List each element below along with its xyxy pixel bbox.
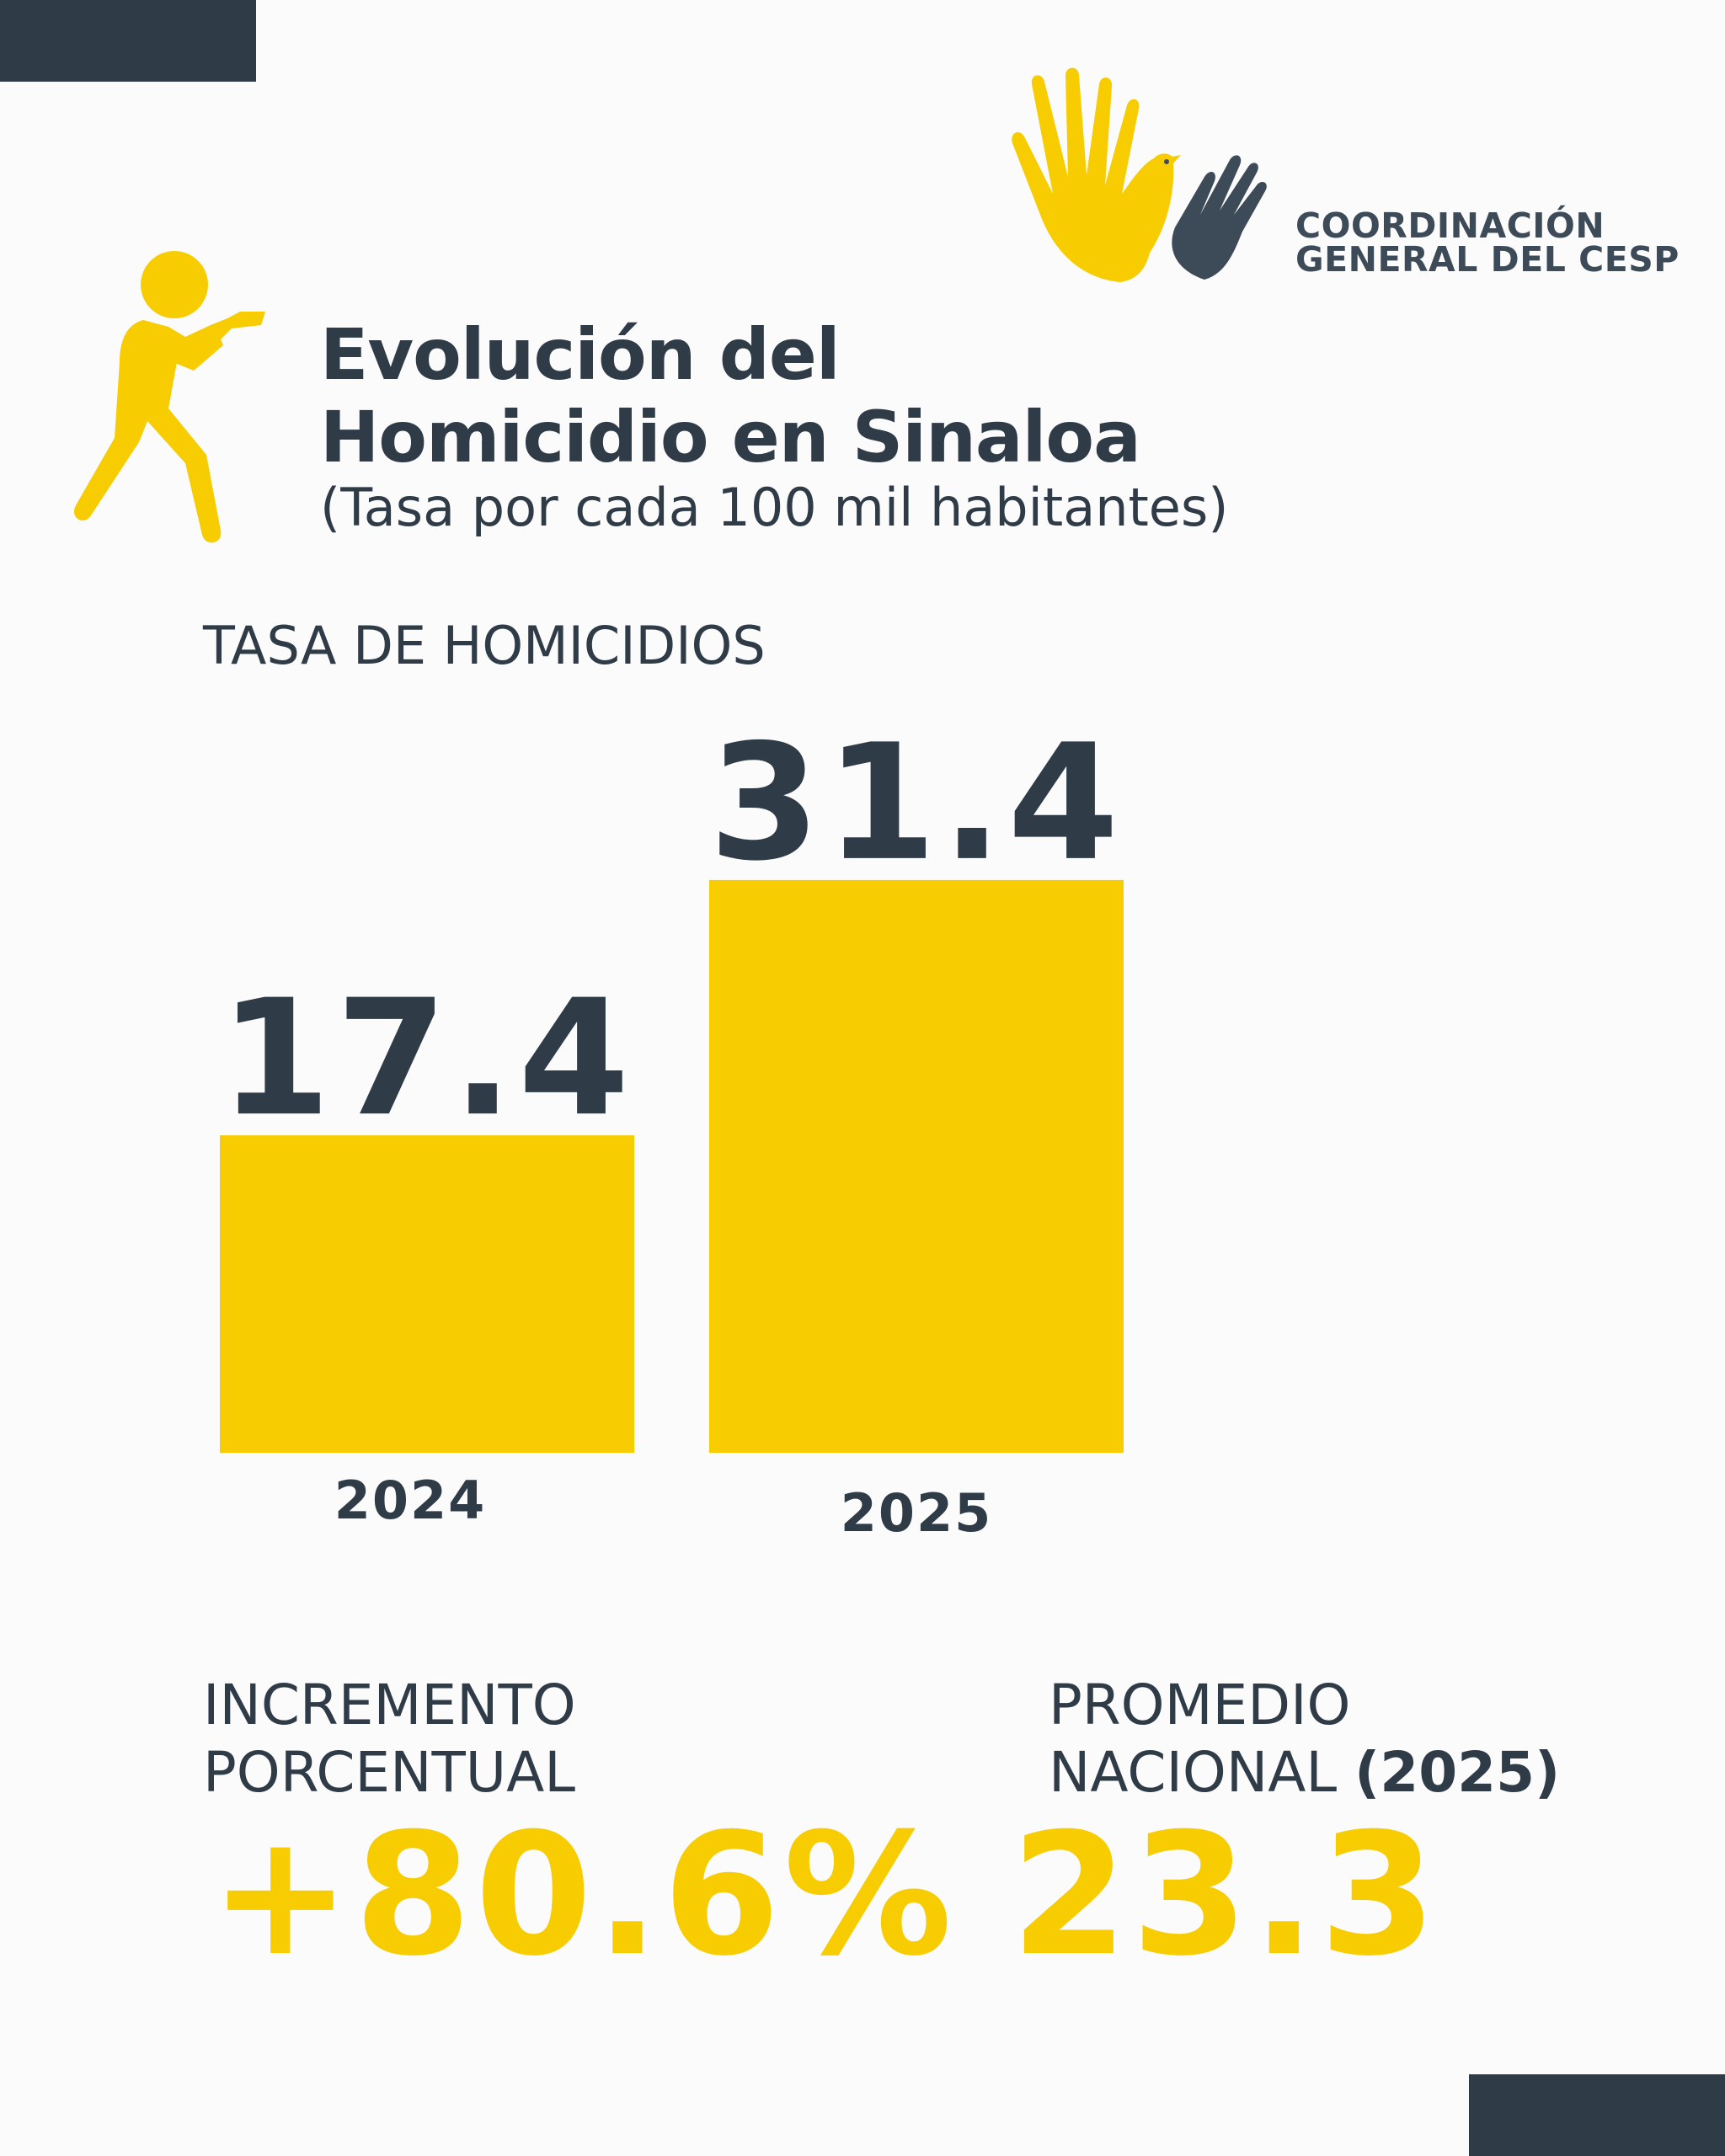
cesp-logo: COORDINACIÓN GENERAL DEL CESP bbox=[994, 59, 1718, 303]
national-label-2-row: NACIONAL (2025) bbox=[1049, 1739, 1560, 1806]
increment-value: +80.6% bbox=[210, 1797, 956, 1993]
category-label-2024: 2024 bbox=[334, 1470, 487, 1531]
page-subtitle: (Tasa por cada 100 mil habitantes) bbox=[320, 477, 1229, 538]
bar-2024 bbox=[220, 1135, 634, 1453]
national-value: 23.3 bbox=[1011, 1797, 1440, 1993]
corner-bar-top-left bbox=[0, 0, 256, 82]
national-label-1: PROMEDIO bbox=[1049, 1673, 1351, 1737]
increment-stat: INCREMENTO PORCENTUAL +80.6% bbox=[203, 1672, 955, 1980]
chart-label: TASA DE HOMICIDIOS bbox=[203, 615, 766, 676]
category-label-2025: 2025 bbox=[841, 1482, 993, 1544]
national-label-2: NACIONAL bbox=[1049, 1740, 1338, 1805]
title-line-1: Evolución del bbox=[320, 313, 841, 396]
logo-line-1: COORDINACIÓN bbox=[1295, 205, 1605, 246]
national-label-year: (2025) bbox=[1354, 1740, 1561, 1805]
bar-value-label-2025: 31.4 bbox=[709, 710, 1124, 896]
bar-value-label-2024: 17.4 bbox=[220, 965, 635, 1151]
bar-chart: 17.4 2024 31.4 2025 bbox=[220, 710, 1124, 1544]
increment-label-1: INCREMENTO bbox=[203, 1673, 576, 1737]
national-average-stat: PROMEDIO NACIONAL (2025) 23.3 bbox=[1011, 1672, 1560, 1980]
increment-label-2: PORCENTUAL bbox=[203, 1740, 576, 1805]
corner-bar-bottom-right bbox=[1469, 2074, 1725, 2156]
hands-dove-icon bbox=[1012, 67, 1267, 282]
shooter-icon bbox=[73, 251, 265, 543]
header: Evolución del Homicidio en Sinaloa (Tasa… bbox=[320, 313, 1228, 537]
title-line-2: Homicidio en Sinaloa bbox=[320, 396, 1141, 478]
logo-line-2: GENERAL DEL CESP bbox=[1295, 239, 1680, 280]
page-title: Evolución del Homicidio en Sinaloa bbox=[320, 313, 1228, 478]
bar-2025 bbox=[709, 879, 1124, 1453]
